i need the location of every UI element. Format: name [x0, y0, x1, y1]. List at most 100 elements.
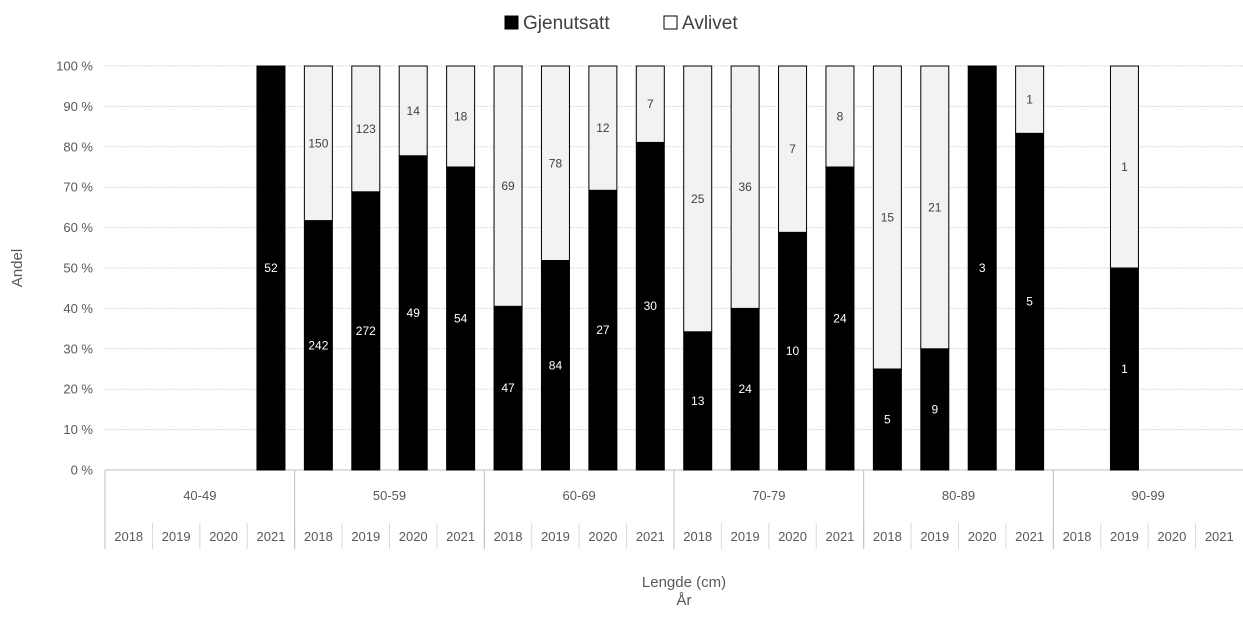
x-tick-label-year: 2021: [1015, 529, 1044, 544]
x-tick-label-year: 2021: [1205, 529, 1234, 544]
data-label-avlivet: 123: [356, 122, 376, 136]
data-label-avlivet: 7: [647, 97, 654, 111]
data-label-gjenutsatt: 24: [833, 312, 847, 326]
bar-avlivet: [398, 65, 428, 157]
data-label-gjenutsatt: 47: [501, 381, 515, 395]
data-label-gjenutsatt: 3: [979, 261, 986, 275]
data-label-avlivet: 15: [881, 211, 895, 225]
bar-avlivet: [493, 65, 523, 307]
data-label-avlivet: 21: [928, 200, 942, 214]
x-tick-label-year: 2019: [351, 529, 380, 544]
y-tick-label: 70 %: [63, 180, 93, 195]
data-label-avlivet: 78: [549, 156, 563, 170]
bar-avlivet: [920, 65, 950, 350]
x-tick-label-year: 2020: [778, 529, 807, 544]
x-tick-label-year: 2021: [636, 529, 665, 544]
gridlines: [105, 65, 1243, 471]
x-tick-label-year: 2018: [114, 529, 143, 544]
bar-gjenutsatt: [778, 231, 808, 471]
x-tick-label-year: 2021: [446, 529, 475, 544]
x-tick-label-year: 2021: [256, 529, 285, 544]
y-tick-label: 40 %: [63, 301, 93, 316]
data-label-gjenutsatt: 5: [884, 413, 891, 427]
data-label-gjenutsatt: 30: [644, 299, 658, 313]
x-tick-label-year: 2019: [162, 529, 191, 544]
bar-gjenutsatt: [446, 166, 476, 471]
bar-gjenutsatt: [540, 260, 570, 471]
x-tick-label-year: 2020: [968, 529, 997, 544]
data-label-gjenutsatt: 10: [786, 344, 800, 358]
bar-avlivet: [825, 65, 855, 168]
data-label-gjenutsatt: 272: [356, 324, 376, 338]
y-tick-label: 10 %: [63, 422, 93, 437]
y-axis-ticks: 0 % 10 % 20 % 30 % 40 % 50 % 60 % 70 % 80 % 90 % 1…: [56, 59, 93, 478]
data-label-gjenutsatt: 13: [691, 394, 705, 408]
y-tick-label: 20 %: [63, 382, 93, 397]
bar-gjenutsatt: [493, 305, 523, 471]
data-label-avlivet: 14: [407, 104, 421, 118]
data-label-gjenutsatt: 84: [549, 358, 563, 372]
bar-avlivet: [730, 65, 760, 309]
data-label-gjenutsatt: 1: [1121, 362, 1128, 376]
x-tick-label-year: 2021: [825, 529, 854, 544]
bar-avlivet: [635, 65, 665, 143]
bar-gjenutsatt: [825, 166, 855, 471]
data-label-avlivet: 1: [1026, 93, 1033, 107]
x-tick-label-year: 2020: [588, 529, 617, 544]
data-label-avlivet: 150: [308, 136, 328, 150]
y-tick-label: 90 %: [63, 99, 93, 114]
y-tick-label: 60 %: [63, 220, 93, 235]
x-tick-label-year: 2019: [920, 529, 949, 544]
data-label-gjenutsatt: 24: [738, 382, 752, 396]
x-tick-label-year: 2018: [304, 529, 333, 544]
bar-gjenutsatt: [256, 65, 286, 471]
y-tick-label: 50 %: [63, 261, 93, 276]
x-tick-label-year: 2019: [1110, 529, 1139, 544]
legend: Gjenutsatt Avlivet: [504, 13, 738, 34]
x-axis-title: Lengde (cm): [642, 574, 726, 591]
y-axis-title: Andel: [9, 249, 26, 287]
x-tick-label-group: 70-79: [752, 488, 785, 503]
bar-avlivet: [303, 65, 333, 222]
legend-swatch-avlivet: [663, 15, 678, 30]
x-tick-label-year: 2018: [494, 529, 523, 544]
data-label-avlivet: 1: [1121, 160, 1128, 174]
bar-gjenutsatt: [920, 348, 950, 471]
y-tick-label: 0 %: [71, 463, 94, 478]
bar-gjenutsatt: [635, 141, 665, 471]
data-label-avlivet: 36: [738, 180, 752, 194]
x-tick-label-group: 50-59: [373, 488, 406, 503]
y-tick-label: 80 %: [63, 139, 93, 154]
bar-gjenutsatt: [1015, 132, 1045, 471]
data-label-gjenutsatt: 27: [596, 323, 610, 337]
data-label-gjenutsatt: 242: [308, 338, 328, 352]
x-tick-label-group: 60-69: [563, 488, 596, 503]
x-tick-label-year: 2019: [541, 529, 570, 544]
x-tick-label-year: 2020: [209, 529, 238, 544]
bar-gjenutsatt: [683, 331, 713, 471]
x-tick-label-group: 80-89: [942, 488, 975, 503]
x-tick-label-group: 90-99: [1132, 488, 1165, 503]
legend-label-avlivet: Avlivet: [682, 13, 738, 34]
x-tick-label-group: 40-49: [183, 488, 216, 503]
data-label-gjenutsatt: 54: [454, 312, 468, 326]
x-axis-subtitle: År: [677, 592, 692, 609]
data-label-avlivet: 8: [837, 110, 844, 124]
bar-gjenutsatt: [1109, 267, 1139, 471]
data-label-avlivet: 25: [691, 192, 705, 206]
data-label-avlivet: 18: [454, 110, 468, 124]
bar-avlivet: [778, 65, 808, 233]
x-axis: 2018 2019 2020 2021 2018 2019 2020 2021 2018 2019…: [104, 470, 1234, 549]
data-label-avlivet: 12: [596, 121, 610, 135]
bar-avlivet: [446, 65, 476, 168]
x-tick-label-year: 2020: [1157, 529, 1186, 544]
data-label-gjenutsatt: 5: [1026, 295, 1033, 309]
x-tick-label-year: 2020: [399, 529, 428, 544]
bar-avlivet: [683, 65, 713, 333]
bar-gjenutsatt: [303, 220, 333, 471]
x-tick-label-year: 2018: [1063, 529, 1092, 544]
bar-gjenutsatt: [588, 189, 618, 471]
bar-gjenutsatt: [351, 191, 381, 471]
bar-avlivet: [1109, 65, 1139, 269]
